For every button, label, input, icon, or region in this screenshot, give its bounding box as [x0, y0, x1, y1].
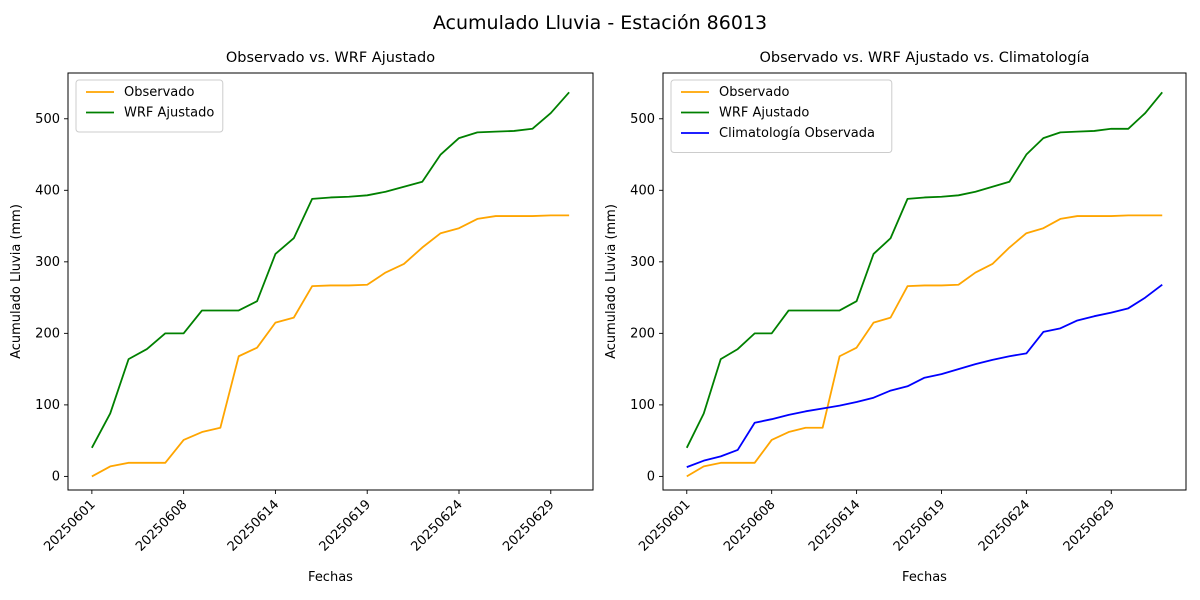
right-chart: Observado vs. WRF Ajustado vs. Climatolo…	[604, 50, 1187, 585]
y-tick-label: 500	[35, 112, 60, 127]
x-axis: 20250601 20250608 20250614 20250619 20250624…	[636, 490, 1118, 555]
legend-box	[670, 79, 893, 153]
x-tick-label: 20250619	[317, 497, 374, 554]
y-tick-label: 300	[35, 255, 60, 270]
x-tick-label: 20250629	[500, 497, 557, 554]
series-line-climatolog-a-observada	[686, 284, 1163, 468]
legend-box	[75, 79, 224, 133]
x-tick-label: 20250601	[41, 497, 98, 554]
y-tick-label: 400	[35, 184, 60, 199]
legend-label: Observado	[124, 85, 195, 100]
x-tick-label: 20250624	[408, 497, 465, 554]
legend-label: Climatología Observada	[719, 126, 875, 141]
y-tick-label: 500	[630, 112, 655, 127]
y-tick-label: 200	[35, 327, 60, 342]
legend: Observado WRF Ajustado Climatología Observ…	[670, 79, 893, 153]
y-tick-label: 100	[35, 398, 60, 413]
x-axis: 20250601 20250608 20250614 20250619 20250624…	[41, 490, 558, 555]
x-tick-label: 20250629	[1061, 497, 1118, 554]
y-tick-label: 100	[630, 398, 655, 413]
series-line-wrf-ajustado	[91, 91, 570, 449]
figure-title: Acumulado Lluvia - Estación 86013	[432, 12, 768, 34]
legend-label: Observado	[719, 85, 790, 100]
legend: Observado WRF Ajustado	[75, 79, 224, 133]
axis-title-y: Acumulado Lluvia (mm)	[9, 204, 24, 359]
x-tick-label: 20250608	[133, 497, 190, 554]
y-tick-label: 300	[630, 255, 655, 270]
legend-item: Observado	[86, 85, 195, 100]
legend-item: WRF Ajustado	[681, 106, 809, 121]
y-tick-label: 400	[630, 184, 655, 199]
x-tick-label: 20250614	[225, 497, 282, 554]
axis-title-x: Fechas	[902, 570, 947, 585]
legend-label: WRF Ajustado	[719, 106, 809, 121]
x-tick-label: 20250624	[976, 497, 1033, 554]
axis-title-y: Acumulado Lluvia (mm)	[604, 204, 619, 359]
legend-item: Observado	[681, 85, 790, 100]
x-tick-label: 20250608	[721, 497, 778, 554]
left-chart: Observado vs. WRF Ajustado 0 100 200 300 400 5…	[9, 50, 594, 585]
subplot-title: Observado vs. WRF Ajustado vs. Climatolo…	[760, 50, 1090, 66]
x-tick-label: 20250614	[806, 497, 863, 554]
legend-item: WRF Ajustado	[86, 106, 214, 121]
series-line-observado	[91, 214, 570, 478]
legend-item: Climatología Observada	[681, 126, 875, 141]
y-tick-label: 200	[630, 327, 655, 342]
y-axis: 0 100 200 300 400 500	[630, 112, 663, 485]
x-tick-label: 20250619	[891, 497, 948, 554]
y-tick-label: 0	[647, 470, 655, 485]
legend-label: WRF Ajustado	[124, 106, 214, 121]
series-line-wrf-ajustado	[685, 91, 1163, 449]
y-axis: 0 100 200 300 400 500	[35, 112, 68, 485]
subplot-title: Observado vs. WRF Ajustado	[226, 50, 435, 66]
x-tick-label: 20250601	[636, 497, 693, 554]
axis-title-x: Fechas	[308, 570, 353, 585]
y-tick-label: 0	[52, 470, 60, 485]
plot-area	[67, 72, 594, 491]
series-line-observado	[686, 214, 1163, 478]
